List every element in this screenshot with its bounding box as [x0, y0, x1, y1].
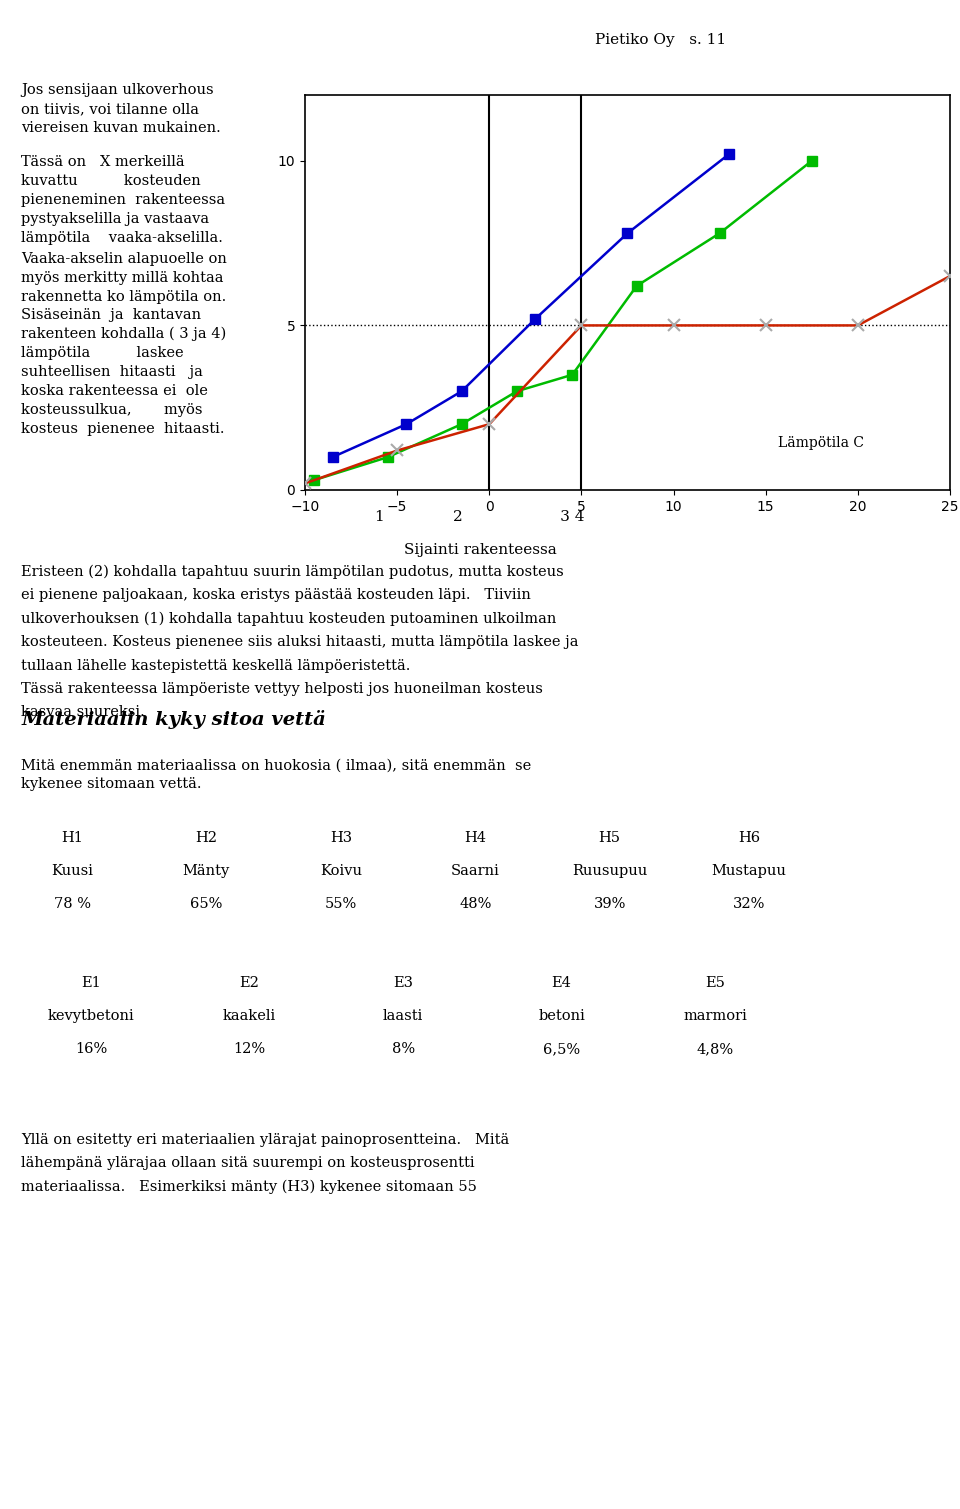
Text: 65%: 65% — [190, 898, 223, 911]
Text: H2: H2 — [196, 831, 217, 845]
Text: Saarni: Saarni — [451, 865, 499, 878]
Text: H5: H5 — [599, 831, 620, 845]
Text: 16%: 16% — [75, 1043, 108, 1056]
Text: H3: H3 — [329, 831, 352, 845]
Text: Vaaka-akselin alapuoelle on
myös merkitty millä kohtaa
rakennetta ko lämpötila o: Vaaka-akselin alapuoelle on myös merkitt… — [21, 252, 227, 303]
Text: 8%: 8% — [392, 1043, 415, 1056]
Text: 32%: 32% — [732, 898, 765, 911]
Text: Pietiko Oy   s. 11: Pietiko Oy s. 11 — [595, 33, 727, 47]
Text: Sisäseinän  ja  kantavan
rakenteen kohdalla ( 3 ja 4)
lämpötila          laskee
: Sisäseinän ja kantavan rakenteen kohdall… — [21, 308, 227, 436]
Text: E5: E5 — [706, 976, 725, 990]
Text: Tässä on   X merkeillä
kuvattu          kosteuden
pieneneminen  rakenteessa
pyst: Tässä on X merkeillä kuvattu kosteuden p… — [21, 155, 226, 246]
Text: lähempänä ylärajaa ollaan sitä suurempi on kosteusprosentti: lähempänä ylärajaa ollaan sitä suurempi … — [21, 1156, 475, 1169]
Text: kaakeli: kaakeli — [223, 1010, 276, 1023]
Text: kevytbetoni: kevytbetoni — [48, 1010, 134, 1023]
Text: Kuusi: Kuusi — [51, 865, 93, 878]
Text: 6,5%: 6,5% — [543, 1043, 580, 1056]
Text: E1: E1 — [82, 976, 101, 990]
Text: H6: H6 — [737, 831, 760, 845]
Text: 4,8%: 4,8% — [697, 1043, 733, 1056]
Text: Mänty: Mänty — [182, 865, 230, 878]
Text: 12%: 12% — [233, 1043, 266, 1056]
Text: Jos sensijaan ulkoverhous
on tiivis, voi tilanne olla
viereisen kuvan mukainen.: Jos sensijaan ulkoverhous on tiivis, voi… — [21, 83, 221, 134]
Text: H4: H4 — [465, 831, 486, 845]
Text: ulkoverhouksen (1) kohdalla tapahtuu kosteuden putoaminen ulkoilman: ulkoverhouksen (1) kohdalla tapahtuu kos… — [21, 611, 557, 626]
Text: Yllä on esitetty eri materiaalien ylärajat painoprosentteina.   Mitä: Yllä on esitetty eri materiaalien yläraj… — [21, 1133, 510, 1147]
Text: E3: E3 — [394, 976, 413, 990]
Text: materiaalissa.   Esimerkiksi mänty (H3) kykenee sitomaan 55: materiaalissa. Esimerkiksi mänty (H3) ky… — [21, 1180, 477, 1194]
Text: marmori: marmori — [684, 1010, 747, 1023]
Text: Sijainti rakenteessa: Sijainti rakenteessa — [403, 543, 557, 557]
Text: 78 %: 78 % — [54, 898, 90, 911]
Text: Mitä enemmän materiaalissa on huokosia ( ilmaa), sitä enemmän  se
kykenee sitoma: Mitä enemmän materiaalissa on huokosia (… — [21, 759, 532, 791]
Text: 39%: 39% — [593, 898, 626, 911]
Text: Koivu: Koivu — [320, 865, 362, 878]
Text: laasti: laasti — [383, 1010, 423, 1023]
Text: 55%: 55% — [324, 898, 357, 911]
Text: ei pienene paljoakaan, koska eristys päästää kosteuden läpi.   Tiiviin: ei pienene paljoakaan, koska eristys pää… — [21, 589, 531, 602]
Text: kasvaa suureksi.: kasvaa suureksi. — [21, 705, 145, 720]
Text: Tässä rakenteessa lämpöeriste vettyy helposti jos huoneilman kosteus: Tässä rakenteessa lämpöeriste vettyy hel… — [21, 682, 543, 696]
Text: tullaan lähelle kastepistettä keskellä lämpöeristettä.: tullaan lähelle kastepistettä keskellä l… — [21, 658, 411, 673]
Text: Materiaalin kyky sitoa vettä: Materiaalin kyky sitoa vettä — [21, 711, 325, 729]
Text: E2: E2 — [240, 976, 259, 990]
Text: kosteuteen. Kosteus pienenee siis aluksi hitaasti, mutta lämpötila laskee ja: kosteuteen. Kosteus pienenee siis aluksi… — [21, 635, 579, 649]
Text: Eristeen (2) kohdalla tapahtuu suurin lämpötilan pudotus, mutta kosteus: Eristeen (2) kohdalla tapahtuu suurin lä… — [21, 564, 564, 579]
Text: 1              2                    3 4: 1 2 3 4 — [375, 510, 585, 524]
Text: Lämpötila C: Lämpötila C — [778, 436, 864, 451]
Text: E4: E4 — [552, 976, 571, 990]
Text: Mustapuu: Mustapuu — [711, 865, 786, 878]
Text: Ruusupuu: Ruusupuu — [572, 865, 647, 878]
Text: H1: H1 — [61, 831, 83, 845]
Text: 48%: 48% — [459, 898, 492, 911]
Text: betoni: betoni — [539, 1010, 585, 1023]
